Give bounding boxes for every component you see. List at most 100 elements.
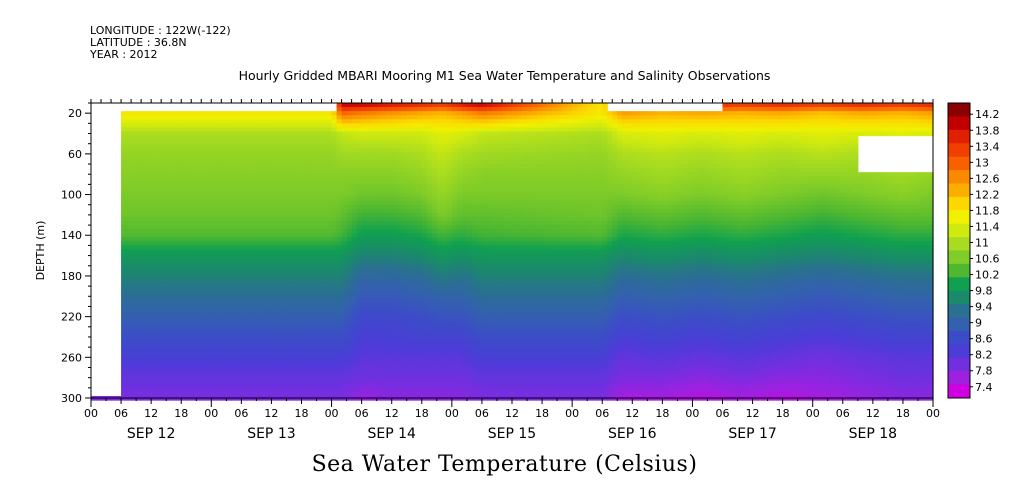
heatmap-cell — [216, 302, 222, 308]
heatmap-cell — [146, 111, 152, 116]
heatmap-cell — [266, 229, 273, 234]
heatmap-cell — [151, 298, 157, 303]
heatmap-cell — [301, 343, 308, 348]
heatmap-cell — [336, 253, 343, 259]
heatmap-cell — [121, 257, 127, 263]
heatmap-cell — [191, 379, 197, 385]
heatmap-cell — [326, 249, 333, 255]
heatmap-cell — [151, 127, 157, 133]
heatmap-cell — [216, 265, 222, 271]
heatmap-cell — [246, 127, 252, 133]
heatmap-cell — [411, 212, 418, 218]
heatmap-cell — [236, 322, 242, 328]
heatmap-cell — [266, 375, 273, 381]
heatmap-cell — [166, 253, 172, 259]
heatmap-cell — [146, 225, 152, 230]
heatmap-cell — [266, 200, 273, 206]
heatmap-cell — [431, 143, 438, 149]
heatmap-cell — [186, 318, 192, 324]
heatmap-cell — [426, 265, 433, 271]
heatmap-cell — [141, 334, 147, 340]
heatmap-cell — [361, 241, 368, 247]
heatmap-cell — [386, 168, 393, 173]
heatmap-cell — [141, 383, 147, 389]
heatmap-cell — [261, 334, 268, 340]
heatmap-cell — [441, 391, 448, 397]
heatmap-cell — [141, 131, 147, 137]
heatmap-cell — [121, 233, 127, 238]
heatmap-cell — [436, 139, 443, 145]
heatmap-cell — [386, 306, 393, 312]
heatmap-cell — [456, 383, 463, 389]
heatmap-cell — [181, 119, 187, 124]
heatmap-cell — [416, 180, 423, 185]
heatmap-cell — [401, 241, 408, 247]
heatmap-cell — [256, 379, 263, 385]
heatmap-cell — [211, 143, 217, 149]
heatmap-cell — [436, 200, 443, 206]
heatmap-cell — [171, 131, 177, 137]
heatmap-cell — [336, 359, 343, 365]
heatmap-cell — [401, 200, 408, 206]
heatmap-cell — [221, 245, 227, 251]
heatmap-cell — [141, 253, 147, 259]
heatmap-cell — [426, 155, 433, 161]
heatmap-cell — [216, 139, 222, 145]
heatmap-cell — [256, 139, 263, 145]
heatmap-cell — [291, 257, 298, 263]
heatmap-cell — [421, 343, 428, 348]
heatmap-cell — [271, 367, 278, 373]
heatmap-cell — [411, 310, 418, 316]
heatmap-cell — [431, 212, 438, 218]
heatmap-cell — [191, 237, 197, 242]
heatmap-cell — [456, 127, 463, 133]
heatmap-cell — [186, 221, 192, 226]
heatmap-cell — [466, 245, 473, 251]
heatmap-cell — [276, 241, 283, 247]
heatmap-cell — [286, 212, 293, 218]
heatmap-cell — [126, 188, 132, 194]
heatmap-cell — [231, 269, 237, 275]
heatmap-cell — [356, 257, 363, 263]
heatmap-cell — [431, 294, 438, 299]
heatmap-cell — [291, 363, 298, 369]
heatmap-cell — [276, 383, 283, 389]
heatmap-cell — [221, 290, 227, 295]
heatmap-cell — [421, 273, 428, 279]
heatmap-cell — [151, 164, 157, 169]
heatmap-cell — [246, 212, 252, 218]
heatmap-cell — [446, 343, 453, 348]
heatmap-cell — [161, 233, 167, 238]
heatmap-cell — [301, 208, 308, 214]
heatmap-cell — [386, 176, 393, 181]
heatmap-cell — [321, 302, 328, 308]
heatmap-cell — [361, 322, 368, 328]
heatmap-cell — [191, 371, 197, 377]
heatmap-cell — [191, 229, 197, 234]
heatmap-cell — [286, 176, 293, 181]
heatmap-cell — [246, 147, 252, 153]
heatmap-cell — [301, 302, 308, 308]
heatmap-cell — [241, 314, 247, 320]
heatmap-cell — [256, 115, 263, 120]
heatmap-cell — [391, 261, 398, 267]
heatmap-cell — [186, 387, 192, 393]
heatmap-cell — [181, 294, 187, 299]
heatmap-cell — [241, 159, 247, 165]
heatmap-cell — [346, 371, 353, 377]
heatmap-cell — [146, 290, 152, 295]
heatmap-cell — [346, 261, 353, 267]
heatmap-cell — [351, 103, 358, 108]
heatmap-cell — [306, 249, 313, 255]
heatmap-cell — [216, 391, 222, 397]
heatmap-cell — [206, 155, 212, 161]
heatmap-cell — [331, 221, 338, 226]
heatmap-cell — [206, 294, 212, 299]
heatmap-cell — [431, 339, 438, 344]
heatmap-cell — [166, 363, 172, 369]
heatmap-cell — [266, 212, 273, 218]
heatmap-cell — [236, 119, 242, 124]
heatmap-cell — [391, 326, 398, 332]
heatmap-cell — [276, 334, 283, 340]
heatmap-cell — [241, 286, 247, 291]
